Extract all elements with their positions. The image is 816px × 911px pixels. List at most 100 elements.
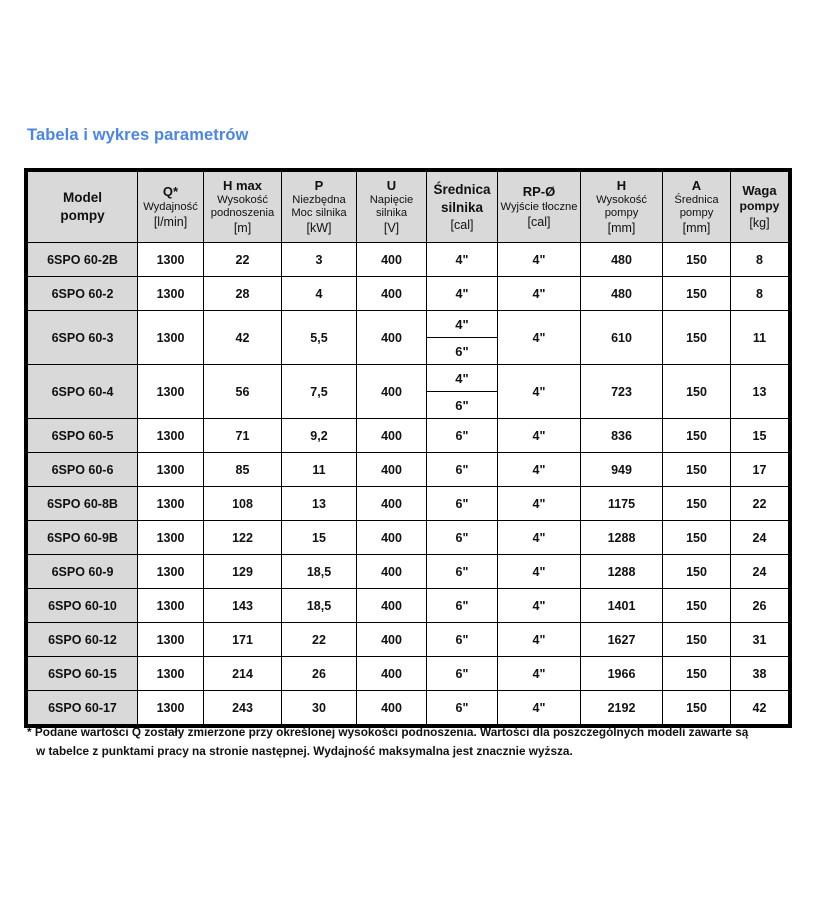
cell-motor-diameter: 6" <box>426 588 498 623</box>
cell-weight: 15 <box>730 418 789 453</box>
cell-q: 1300 <box>137 276 204 311</box>
table-row: 6SPO 60-17 1300 243 30 400 6" 4" 2192 150 42 <box>27 690 789 725</box>
cell-model: 6SPO 60-10 <box>27 588 138 623</box>
cell-u: 400 <box>356 554 427 589</box>
cell-rp: 4" <box>497 656 581 691</box>
column-header-u-unit: [V] <box>383 221 400 236</box>
column-header-model: Model pompy <box>27 171 138 243</box>
cell-pump-diameter: 150 <box>662 622 731 657</box>
column-header-hmax-unit: [m] <box>233 221 252 236</box>
cell-pump-height: 1288 <box>580 520 663 555</box>
cell-weight: 8 <box>730 276 789 311</box>
cell-motor-diameter: 6" <box>426 690 498 725</box>
column-header-pump-height-unit: [mm] <box>607 221 636 236</box>
cell-p: 18,5 <box>281 588 357 623</box>
cell-weight: 24 <box>730 520 789 555</box>
cell-weight: 13 <box>730 364 789 419</box>
column-header-u: U Napięcie silnika [V] <box>356 171 427 243</box>
cell-rp: 4" <box>497 242 581 277</box>
cell-rp: 4" <box>497 276 581 311</box>
cell-hmax: 122 <box>203 520 282 555</box>
cell-weight: 8 <box>730 242 789 277</box>
cell-pump-height: 480 <box>580 242 663 277</box>
column-header-u-symbol: U <box>386 177 397 193</box>
cell-model: 6SPO 60-17 <box>27 690 138 725</box>
column-header-pump-height-symbol: H <box>616 177 627 193</box>
cell-hmax: 108 <box>203 486 282 521</box>
column-header-q: Q* Wydajność [l/min] <box>137 171 204 243</box>
column-header-rp-desc: Wyjście tłoczne <box>500 200 578 213</box>
cell-hmax: 28 <box>203 276 282 311</box>
cell-rp: 4" <box>497 622 581 657</box>
footnote: * Podane wartości Q zostały zmierzone pr… <box>27 723 797 761</box>
column-header-pump-diameter-symbol: A <box>691 177 702 193</box>
cell-rp: 4" <box>497 486 581 521</box>
cell-u: 400 <box>356 452 427 487</box>
cell-hmax: 56 <box>203 364 282 419</box>
cell-hmax: 243 <box>203 690 282 725</box>
column-header-p-symbol: P <box>314 177 324 193</box>
cell-u: 400 <box>356 520 427 555</box>
cell-motor-diameter: 6" <box>426 622 498 657</box>
column-header-model-line1: Model <box>63 189 102 205</box>
cell-rp: 4" <box>497 310 581 365</box>
cell-p: 5,5 <box>281 310 357 365</box>
cell-pump-height: 1288 <box>580 554 663 589</box>
table-row: 6SPO 60-2B 1300 22 3 400 4" 4" 480 150 8 <box>27 242 789 277</box>
cell-u: 400 <box>356 486 427 521</box>
cell-q: 1300 <box>137 418 204 453</box>
cell-motor-diameter: 4" <box>426 242 498 277</box>
table-row: 6SPO 60-4 1300 56 7,5 400 4" 6" 4" 723 150 13 <box>27 364 789 419</box>
cell-p: 7,5 <box>281 364 357 419</box>
cell-p: 9,2 <box>281 418 357 453</box>
cell-hmax: 143 <box>203 588 282 623</box>
cell-weight: 38 <box>730 656 789 691</box>
column-header-pump-height-desc: Wysokość pompy <box>596 194 647 219</box>
cell-pump-height: 1401 <box>580 588 663 623</box>
table-row: 6SPO 60-5 1300 71 9,2 400 6" 4" 836 150 15 <box>27 418 789 453</box>
column-header-motor-diameter-unit: [cal] <box>450 218 474 233</box>
column-header-weight-unit: [kg] <box>749 215 770 230</box>
cell-q: 1300 <box>137 452 204 487</box>
cell-q: 1300 <box>137 520 204 555</box>
cell-hmax: 214 <box>203 656 282 691</box>
cell-pump-diameter: 150 <box>662 690 731 725</box>
cell-pump-height: 610 <box>580 310 663 365</box>
cell-pump-height: 949 <box>580 452 663 487</box>
column-header-rp: RP-Ø Wyjście tłoczne [cal] <box>497 171 581 243</box>
column-header-weight-symbol: Waga <box>742 183 777 199</box>
cell-q: 1300 <box>137 310 204 365</box>
cell-hmax: 22 <box>203 242 282 277</box>
column-header-p-desc: Niezbędna Moc silnika <box>291 194 347 219</box>
table-row: 6SPO 60-9B 1300 122 15 400 6" 4" 1288 150 24 <box>27 520 789 555</box>
column-header-pump-diameter: A Średnica pompy [mm] <box>662 171 731 243</box>
cell-hmax: 85 <box>203 452 282 487</box>
table-header-row: Model pompy Q* Wydajność [l/min] H max W… <box>27 171 789 243</box>
column-header-pump-height: H Wysokość pompy [mm] <box>580 171 663 243</box>
cell-p: 4 <box>281 276 357 311</box>
cell-q: 1300 <box>137 486 204 521</box>
table-body: 6SPO 60-2B 1300 22 3 400 4" 4" 480 150 8 6SPO 60-2… <box>27 242 789 725</box>
cell-pump-height: 1175 <box>580 486 663 521</box>
table-row: 6SPO 60-10 1300 143 18,5 400 6" 4" 1401 150 26 <box>27 588 789 623</box>
cell-pump-diameter: 150 <box>662 364 731 419</box>
column-header-q-unit: [l/min] <box>153 215 188 230</box>
cell-weight: 24 <box>730 554 789 589</box>
column-header-q-symbol: Q* <box>162 183 179 199</box>
cell-q: 1300 <box>137 364 204 419</box>
column-header-model-line2: pompy <box>60 207 105 223</box>
cell-u: 400 <box>356 588 427 623</box>
cell-pump-diameter: 150 <box>662 452 731 487</box>
table-row: 6SPO 60-9 1300 129 18,5 400 6" 4" 1288 150 24 <box>27 554 789 589</box>
cell-motor-diameter: 4" 6" <box>426 310 498 365</box>
table-row: 6SPO 60-6 1300 85 11 400 6" 4" 949 150 17 <box>27 452 789 487</box>
cell-model: 6SPO 60-3 <box>27 310 138 365</box>
cell-p: 26 <box>281 656 357 691</box>
cell-motor-diameter-option: 6" <box>455 343 469 359</box>
cell-q: 1300 <box>137 242 204 277</box>
cell-p: 3 <box>281 242 357 277</box>
cell-model: 6SPO 60-8B <box>27 486 138 521</box>
cell-u: 400 <box>356 418 427 453</box>
cell-motor-diameter: 6" <box>426 452 498 487</box>
cell-pump-diameter: 150 <box>662 242 731 277</box>
